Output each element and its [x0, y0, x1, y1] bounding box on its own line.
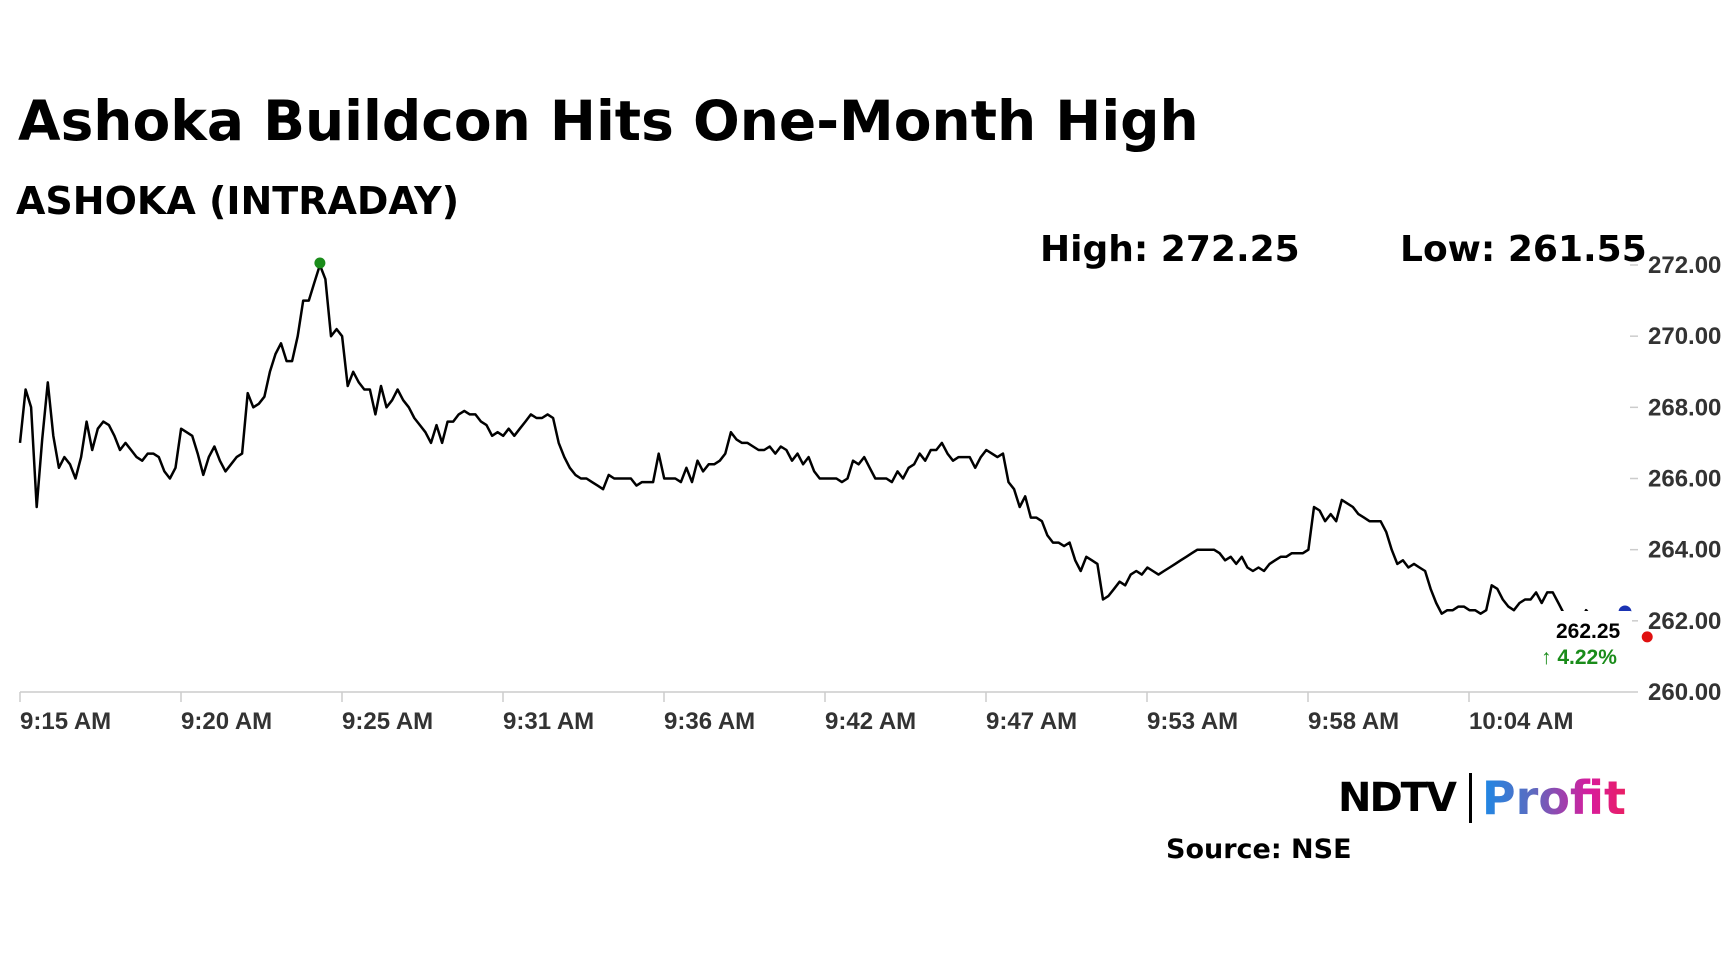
source-note: Source: NSE — [1166, 834, 1352, 865]
y-tick-label: 262.00 — [1648, 608, 1721, 635]
logo-ndtv-text: NDTV — [1338, 775, 1457, 821]
y-tick-label: 260.00 — [1648, 679, 1721, 706]
x-axis-ticks: 9:15 AM 9:20 AM 9:25 AM 9:31 AM 9:36 AM 9:42 … — [19, 692, 1573, 735]
y-tick-label: 272.00 — [1648, 252, 1721, 279]
ndtv-profit-logo: NDTV Profit — [1338, 772, 1626, 824]
x-tick-label: 9:36 AM — [664, 708, 755, 735]
last-price-label-bg — [1546, 611, 1632, 669]
x-tick-label: 9:53 AM — [1147, 708, 1238, 735]
logo-divider — [1468, 773, 1472, 823]
x-tick-label: 9:15 AM — [20, 708, 111, 735]
y-axis-ticks: 260.00 262.00 264.00 266.00 268.00 270.00 272.… — [1630, 252, 1721, 706]
price-change-label: ↑ 4.22% — [1541, 646, 1617, 669]
high-marker-dot — [314, 257, 326, 269]
low-marker-dot — [1641, 631, 1653, 643]
x-tick-label: 9:42 AM — [825, 708, 916, 735]
x-tick-label: 9:25 AM — [342, 708, 433, 735]
y-tick-label: 268.00 — [1648, 394, 1721, 421]
y-tick-label: 266.00 — [1648, 466, 1721, 493]
chart-subtitle: ASHOKA (INTRADAY) — [16, 179, 460, 223]
x-tick-label: 10:04 AM — [1469, 708, 1573, 735]
y-tick-label: 264.00 — [1648, 537, 1721, 564]
x-tick-label: 9:31 AM — [503, 708, 594, 735]
last-price-label: 262.25 — [1556, 620, 1621, 643]
y-tick-label: 270.00 — [1648, 323, 1721, 350]
price-series-line — [18, 263, 1626, 639]
price-markers: 262.25 ↑ 4.22% — [314, 257, 1653, 669]
logo-profit-text: Profit — [1481, 771, 1627, 825]
x-tick-label: 9:58 AM — [1308, 708, 1399, 735]
x-tick-label: 9:20 AM — [181, 708, 272, 735]
x-tick-label: 9:47 AM — [986, 708, 1077, 735]
low-price-label: Low: 261.55 — [1400, 229, 1647, 270]
chart-title: Ashoka Buildcon Hits One-Month High — [18, 89, 1199, 153]
high-price-label: High: 272.25 — [1040, 229, 1300, 270]
